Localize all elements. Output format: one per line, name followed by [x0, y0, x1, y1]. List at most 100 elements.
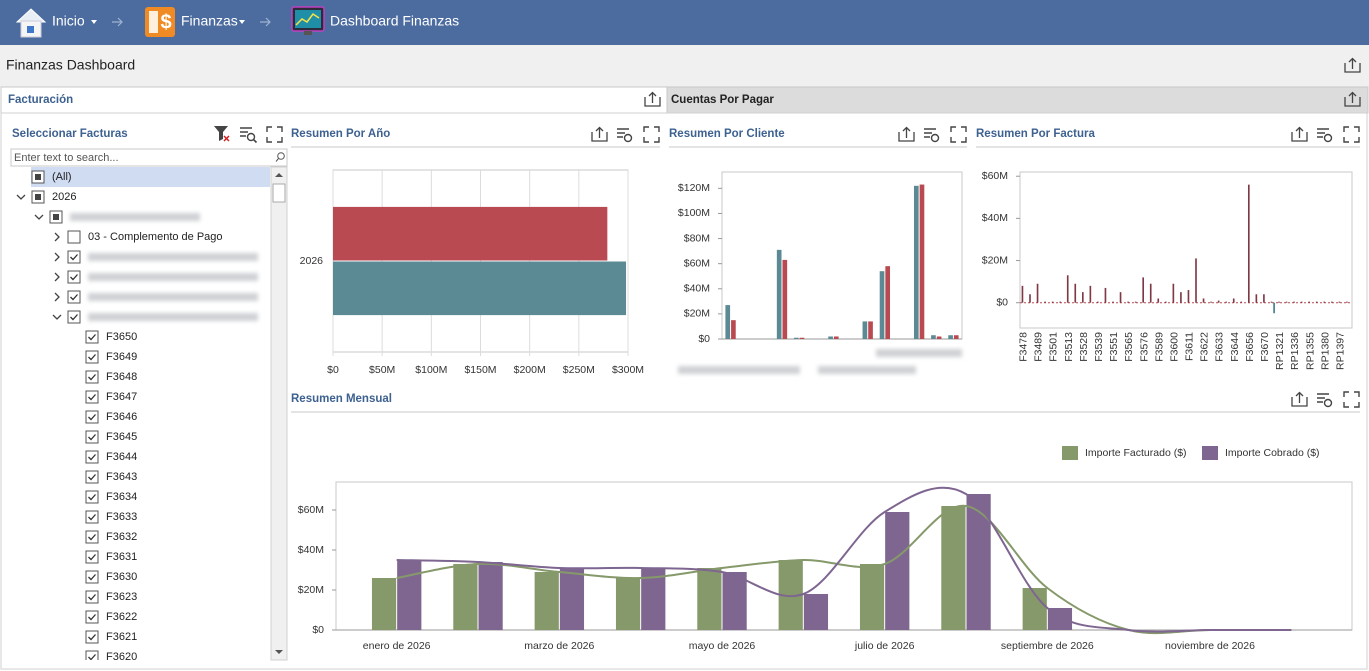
- tree-label[interactable]: 2026: [52, 191, 76, 203]
- y-tick-label: $40M: [982, 212, 1008, 224]
- expander[interactable]: [54, 232, 60, 242]
- maximize-icon[interactable]: [1343, 391, 1360, 408]
- checkbox[interactable]: [85, 550, 99, 564]
- filter-icon-lens[interactable]: [930, 133, 940, 143]
- tree-label[interactable]: F3631: [106, 551, 137, 563]
- dashboard-icon[interactable]: [291, 6, 325, 35]
- checkbox-check: [88, 354, 96, 361]
- maximize-icon[interactable]: [950, 126, 967, 143]
- tree-label[interactable]: 03 - Complemento de Pago: [88, 231, 223, 243]
- tree-label[interactable]: F3645: [106, 431, 137, 443]
- tree-label[interactable]: F3646: [106, 411, 137, 423]
- clear-filter-icon[interactable]: [214, 126, 230, 142]
- tab-label[interactable]: Facturación: [8, 94, 73, 106]
- checkbox[interactable]: [85, 590, 99, 604]
- checkbox[interactable]: [85, 390, 99, 404]
- checkbox[interactable]: [67, 290, 81, 304]
- home-icon[interactable]: [15, 8, 47, 38]
- search-box[interactable]: [10, 148, 288, 167]
- tree-label[interactable]: F3648: [106, 371, 137, 383]
- checkbox[interactable]: [85, 530, 99, 544]
- filter-icon[interactable]: [617, 128, 629, 138]
- expander[interactable]: [52, 314, 62, 320]
- tree-label[interactable]: F3634: [106, 491, 137, 503]
- checkbox[interactable]: [85, 430, 99, 444]
- checkbox[interactable]: [85, 330, 99, 344]
- checkbox[interactable]: [67, 270, 81, 284]
- checkbox[interactable]: [85, 510, 99, 524]
- tree-label[interactable]: F3643: [106, 471, 137, 483]
- search-placeholder[interactable]: Enter text to search...: [14, 152, 119, 164]
- tree-label[interactable]: F3633: [106, 511, 137, 523]
- checkbox[interactable]: [85, 370, 99, 384]
- tab-active[interactable]: [0, 86, 668, 114]
- y-tick-label: $20M: [298, 584, 324, 596]
- export-icon[interactable]: [591, 126, 608, 142]
- checkbox[interactable]: [85, 410, 99, 424]
- expander[interactable]: [54, 272, 60, 282]
- dropdown-caret[interactable]: [239, 20, 245, 24]
- scrollbar[interactable]: [270, 166, 288, 661]
- filter-icon[interactable]: [1317, 128, 1329, 138]
- nav-item[interactable]: Dashboard Finanzas: [330, 13, 459, 29]
- tree-label[interactable]: F3649: [106, 351, 137, 363]
- bar: [1247, 184, 1250, 303]
- maximize-icon[interactable]: [266, 126, 283, 143]
- checkbox[interactable]: [85, 470, 99, 484]
- checkbox[interactable]: [67, 230, 81, 244]
- checkbox[interactable]: [85, 610, 99, 624]
- tree-label[interactable]: F3647: [106, 391, 137, 403]
- export-icon[interactable]: [898, 126, 915, 142]
- bar: [1217, 300, 1220, 303]
- tree-label[interactable]: F3621: [106, 631, 137, 643]
- tree-label[interactable]: F3622: [106, 611, 137, 623]
- checkbox[interactable]: [85, 350, 99, 364]
- tree-label[interactable]: F3620: [106, 651, 137, 663]
- filter-icon[interactable]: [924, 128, 936, 138]
- export-icon[interactable]: [1344, 57, 1361, 73]
- tree-label[interactable]: F3630: [106, 571, 137, 583]
- bar: [1240, 301, 1243, 303]
- nav-item[interactable]: Inicio: [52, 13, 85, 29]
- export-icon[interactable]: [1291, 126, 1308, 142]
- bar: [1270, 301, 1273, 303]
- search-filter-icon[interactable]: [240, 127, 258, 144]
- export-icon[interactable]: [1291, 391, 1308, 407]
- maximize-icon[interactable]: [1343, 126, 1360, 143]
- maximize-icon[interactable]: [643, 126, 660, 143]
- tree-label[interactable]: F3623: [106, 591, 137, 603]
- bar: [953, 335, 959, 339]
- filter-icon-lens[interactable]: [1323, 133, 1333, 143]
- tree-label[interactable]: F3644: [106, 451, 137, 463]
- scrollbar-thumb[interactable]: [272, 183, 286, 203]
- bar: [1021, 285, 1024, 303]
- filter-icon-lens[interactable]: [623, 133, 633, 143]
- bar: [879, 271, 885, 339]
- finance-icon[interactable]: $: [145, 7, 175, 37]
- expander[interactable]: [34, 214, 44, 220]
- tab-label[interactable]: Cuentas Por Pagar: [671, 94, 774, 106]
- checkbox[interactable]: [85, 650, 99, 663]
- tree-label[interactable]: F3650: [106, 331, 137, 343]
- expander[interactable]: [54, 292, 60, 302]
- export-icon[interactable]: [644, 91, 661, 107]
- filter-icon[interactable]: [1317, 393, 1329, 403]
- checkbox[interactable]: [67, 310, 81, 324]
- bar: [1097, 301, 1099, 303]
- filter-icon-lens[interactable]: [1323, 398, 1333, 408]
- checkbox[interactable]: [85, 630, 99, 644]
- expander[interactable]: [16, 194, 26, 200]
- checkbox[interactable]: [85, 490, 99, 504]
- checkbox[interactable]: [67, 250, 81, 264]
- checkbox[interactable]: [85, 570, 99, 584]
- x-tick-label: septiembre de 2026: [1001, 640, 1094, 652]
- export-icon[interactable]: [1344, 91, 1361, 107]
- nav-item[interactable]: Finanzas: [181, 13, 238, 29]
- selected-row[interactable]: [31, 167, 270, 187]
- search-icon[interactable]: [275, 152, 285, 162]
- tree-label[interactable]: (All): [52, 171, 72, 183]
- tree-label[interactable]: F3632: [106, 531, 137, 543]
- checkbox[interactable]: [85, 450, 99, 464]
- dropdown-caret[interactable]: [91, 20, 97, 24]
- expander[interactable]: [54, 252, 60, 262]
